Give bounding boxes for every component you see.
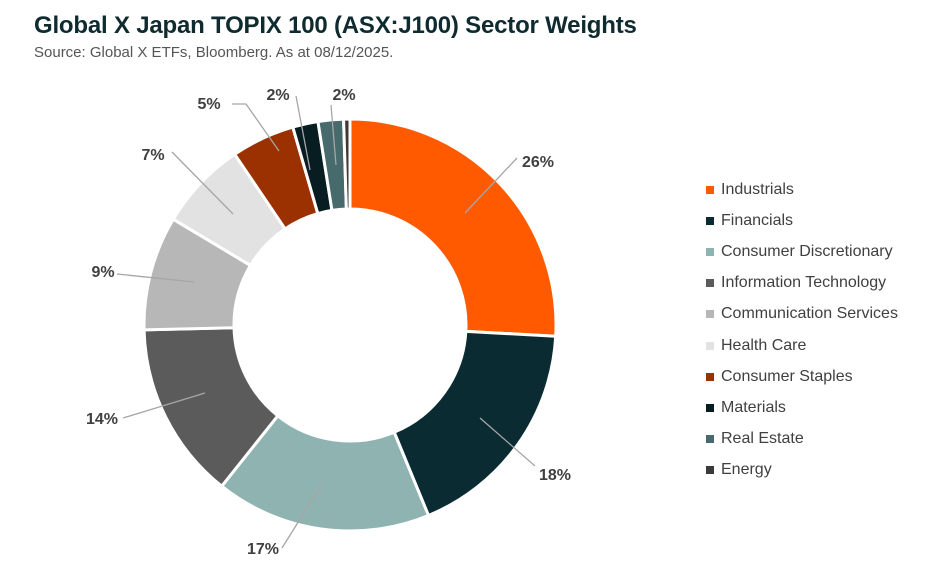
legend-item: Real Estate bbox=[706, 424, 936, 455]
legend-item: Financials bbox=[706, 205, 936, 236]
leader-line bbox=[479, 417, 536, 467]
data-label: 18% bbox=[539, 467, 571, 484]
legend-swatch bbox=[706, 341, 714, 350]
slice-financials bbox=[392, 329, 558, 518]
legend-item: Information Technology bbox=[706, 268, 936, 299]
legend-swatch bbox=[706, 185, 714, 194]
data-label: 7% bbox=[141, 147, 164, 164]
legend-swatch bbox=[706, 216, 714, 225]
data-label: 17% bbox=[247, 541, 279, 558]
slice-industrials bbox=[348, 117, 558, 338]
chart-subtitle: Source: Global X ETFs, Bloomberg. As at … bbox=[34, 44, 394, 61]
legend-label: Financials bbox=[721, 211, 794, 229]
legend-swatch bbox=[706, 466, 714, 475]
leader-line bbox=[281, 483, 323, 549]
data-label: 2% bbox=[266, 87, 289, 104]
legend-item: Consumer Discretionary bbox=[706, 236, 936, 267]
leader-line bbox=[116, 273, 195, 283]
chart-legend: Industrials Financials Consumer Discretion… bbox=[706, 174, 936, 486]
legend-item: Energy bbox=[706, 455, 936, 486]
legend-swatch bbox=[706, 279, 714, 288]
legend-swatch bbox=[706, 403, 714, 412]
data-label: 5% bbox=[197, 96, 220, 113]
leader-line bbox=[171, 151, 234, 215]
legend-item: Communication Services bbox=[706, 299, 936, 330]
legend-label: Health Care bbox=[721, 336, 807, 354]
data-label: 14% bbox=[86, 411, 118, 428]
leader-line bbox=[295, 95, 311, 171]
slice-consumer-discretionary bbox=[219, 413, 431, 533]
legend-item: Industrials bbox=[706, 174, 936, 205]
legend-label: Communication Services bbox=[721, 305, 898, 323]
legend-swatch bbox=[706, 310, 714, 319]
legend-swatch bbox=[706, 372, 714, 381]
legend-swatch bbox=[706, 247, 714, 256]
legend-label: Materials bbox=[721, 398, 786, 416]
data-label: 9% bbox=[91, 264, 114, 281]
slice-energy bbox=[342, 117, 352, 211]
legend-label: Consumer Staples bbox=[721, 367, 853, 385]
legend-label: Information Technology bbox=[721, 274, 887, 292]
leader-line bbox=[122, 392, 206, 419]
legend-item: Materials bbox=[706, 392, 936, 423]
legend-label: Energy bbox=[721, 461, 772, 479]
leader-line bbox=[330, 104, 337, 166]
legend-item: Health Care bbox=[706, 330, 936, 361]
data-label: 26% bbox=[522, 154, 554, 171]
legend-label: Industrials bbox=[721, 180, 794, 198]
leader-line bbox=[232, 103, 280, 152]
data-label: 2% bbox=[332, 87, 355, 104]
legend-swatch bbox=[706, 435, 714, 444]
leader-line bbox=[464, 157, 518, 214]
legend-label: Consumer Discretionary bbox=[721, 242, 893, 260]
chart-title: Global X Japan TOPIX 100 (ASX:J100) Sect… bbox=[34, 12, 637, 39]
legend-label: Real Estate bbox=[721, 430, 804, 448]
legend-item: Consumer Staples bbox=[706, 361, 936, 392]
